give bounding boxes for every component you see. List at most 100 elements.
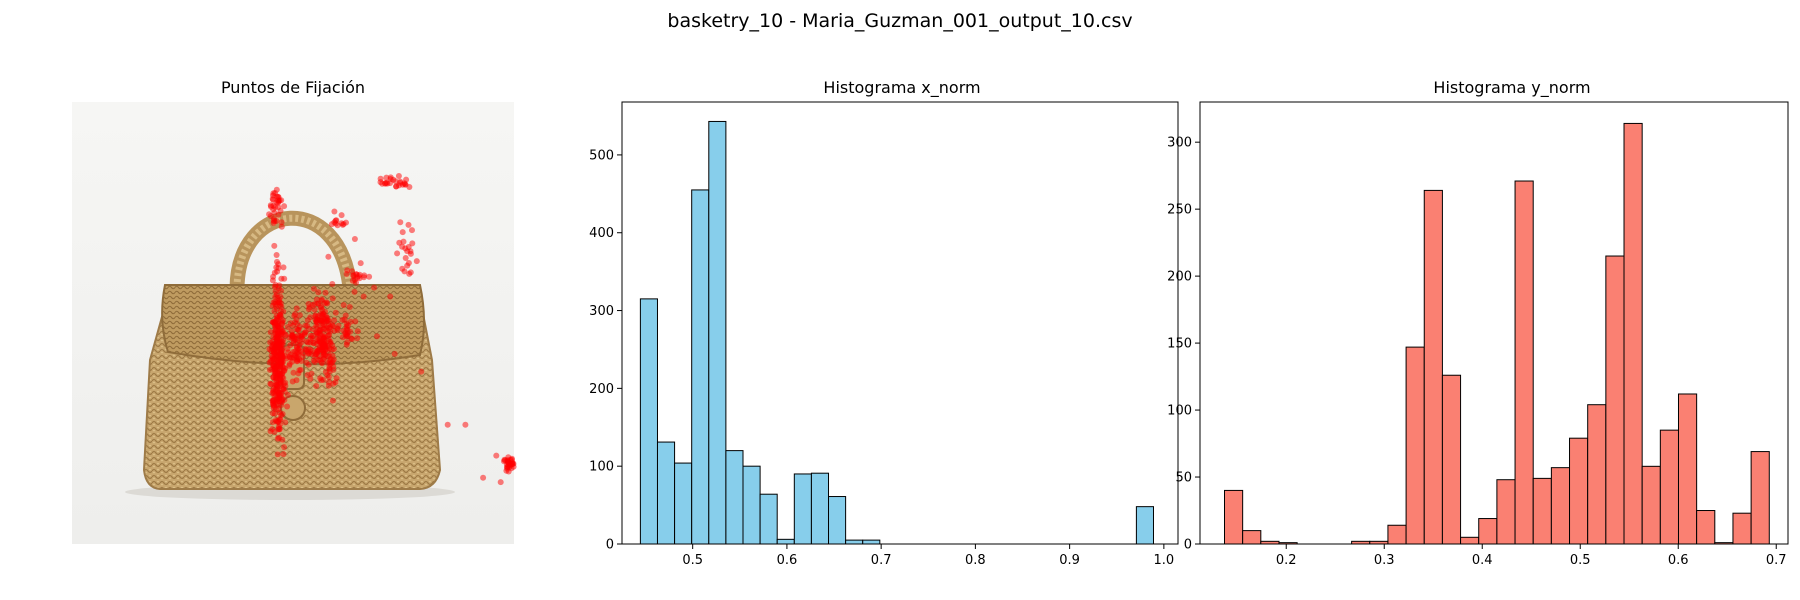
fixation-point <box>399 265 406 272</box>
fixation-point <box>275 211 282 218</box>
histogram-bar <box>1496 479 1516 545</box>
histogram-bar <box>793 473 812 545</box>
fixation-point <box>290 369 297 376</box>
fixation-point <box>354 335 361 342</box>
fixation-point <box>305 350 311 357</box>
x-tick-label: 0.5 <box>1570 553 1591 568</box>
fixation-point <box>399 229 406 236</box>
y-tick-label: 300 <box>1167 136 1192 151</box>
x-tick-label: 0.8 <box>965 553 986 568</box>
fixation-point <box>296 367 303 374</box>
histogram-bar <box>1478 518 1498 545</box>
fixation-point <box>325 328 332 335</box>
fixation-point <box>462 421 469 428</box>
histogram-bar <box>1405 346 1425 545</box>
fixation-point <box>338 220 345 227</box>
fixation-point <box>271 283 278 290</box>
fixation-point <box>279 345 286 352</box>
histogram-bar <box>810 472 830 545</box>
fixation-point <box>347 318 354 325</box>
fixation-point <box>392 178 399 185</box>
histogram-bar <box>759 493 778 545</box>
fixation-point <box>269 277 276 284</box>
fixation-point <box>320 349 327 356</box>
fixation-point <box>281 444 288 451</box>
hist-y-panel: Histograma y_norm 0.2 0.3 0.4 0.5 0.6 0.7 0 50 1… <box>1167 78 1789 568</box>
fixation-point <box>270 192 276 199</box>
fixation-point <box>306 304 313 311</box>
histogram-bar <box>1732 512 1752 545</box>
fixation-point <box>325 336 332 342</box>
fixation-point <box>313 328 320 335</box>
fixation-point <box>273 252 280 258</box>
histogram-bar <box>656 441 676 545</box>
histogram-bar <box>1441 374 1462 545</box>
fixation-point <box>317 339 324 346</box>
histogram-bar <box>828 496 847 545</box>
histogram-bar <box>1587 404 1607 545</box>
histogram-bar <box>1532 477 1552 545</box>
fixation-point <box>405 221 412 228</box>
fixation-point <box>274 321 281 328</box>
hist-x-bars <box>639 120 1154 545</box>
x-tick-label: 0.3 <box>1374 553 1395 568</box>
fixation-point <box>315 289 322 296</box>
y-tick-label: 150 <box>1167 337 1192 352</box>
histogram-bar <box>1514 180 1534 545</box>
y-tick-label: 0 <box>1184 538 1192 553</box>
fixation-point <box>269 338 276 345</box>
fixation-point <box>397 219 404 226</box>
fixation-point <box>406 270 413 277</box>
fixation-point <box>348 336 355 343</box>
histogram-bar <box>1696 510 1716 545</box>
fixation-point <box>326 364 333 371</box>
fixation-point <box>395 173 402 179</box>
y-tick-label: 200 <box>589 382 614 397</box>
x-tick-label: 0.4 <box>1472 553 1493 568</box>
x-tick-label: 0.9 <box>1059 553 1080 568</box>
fixation-point <box>304 372 311 378</box>
fixation-point <box>332 309 339 316</box>
fixation-point <box>331 208 338 215</box>
y-tick-label: 400 <box>589 226 614 241</box>
fixation-point <box>280 386 287 392</box>
histogram-bar <box>1605 255 1625 545</box>
fixation-point <box>284 345 291 352</box>
histogram-bar <box>725 450 744 545</box>
fixation-point <box>329 281 336 287</box>
fixation-point <box>289 358 296 365</box>
fixation-point <box>320 333 327 340</box>
fixation-point <box>317 317 324 324</box>
y-tick-label: 250 <box>1167 203 1192 218</box>
fixation-point <box>326 353 333 360</box>
fixation-point <box>274 258 280 265</box>
fixation-point <box>394 250 401 257</box>
fixation-point <box>309 332 316 339</box>
fixation-point <box>406 184 413 190</box>
hist-y-ticks: 0.2 0.3 0.4 0.5 0.6 0.7 0 50 100 150 200 250 300 <box>1167 136 1786 568</box>
fixation-point <box>268 381 275 388</box>
histogram-bar <box>742 465 761 545</box>
histogram-bar <box>1677 393 1698 545</box>
fixation-point <box>280 264 287 271</box>
fixation-point <box>274 337 281 344</box>
fixation-point <box>418 368 425 375</box>
fixation-point <box>278 197 285 204</box>
histogram-bar <box>1135 506 1154 545</box>
fixation-point <box>305 339 311 346</box>
fixation-point <box>278 219 285 226</box>
fixation-point <box>296 312 303 319</box>
fixation-point <box>275 265 282 271</box>
fixation-point <box>325 382 332 389</box>
fixation-point <box>311 306 318 313</box>
fixation-point <box>374 333 380 340</box>
fixation-point <box>287 320 294 327</box>
fixation-point <box>343 323 350 330</box>
fixation-point <box>269 419 276 426</box>
fixation-point <box>271 218 278 225</box>
fixation-point <box>300 350 307 357</box>
fixation-point <box>271 242 278 249</box>
fixation-point <box>307 314 314 321</box>
fixation-point <box>387 293 394 300</box>
fixation-point <box>353 271 360 278</box>
